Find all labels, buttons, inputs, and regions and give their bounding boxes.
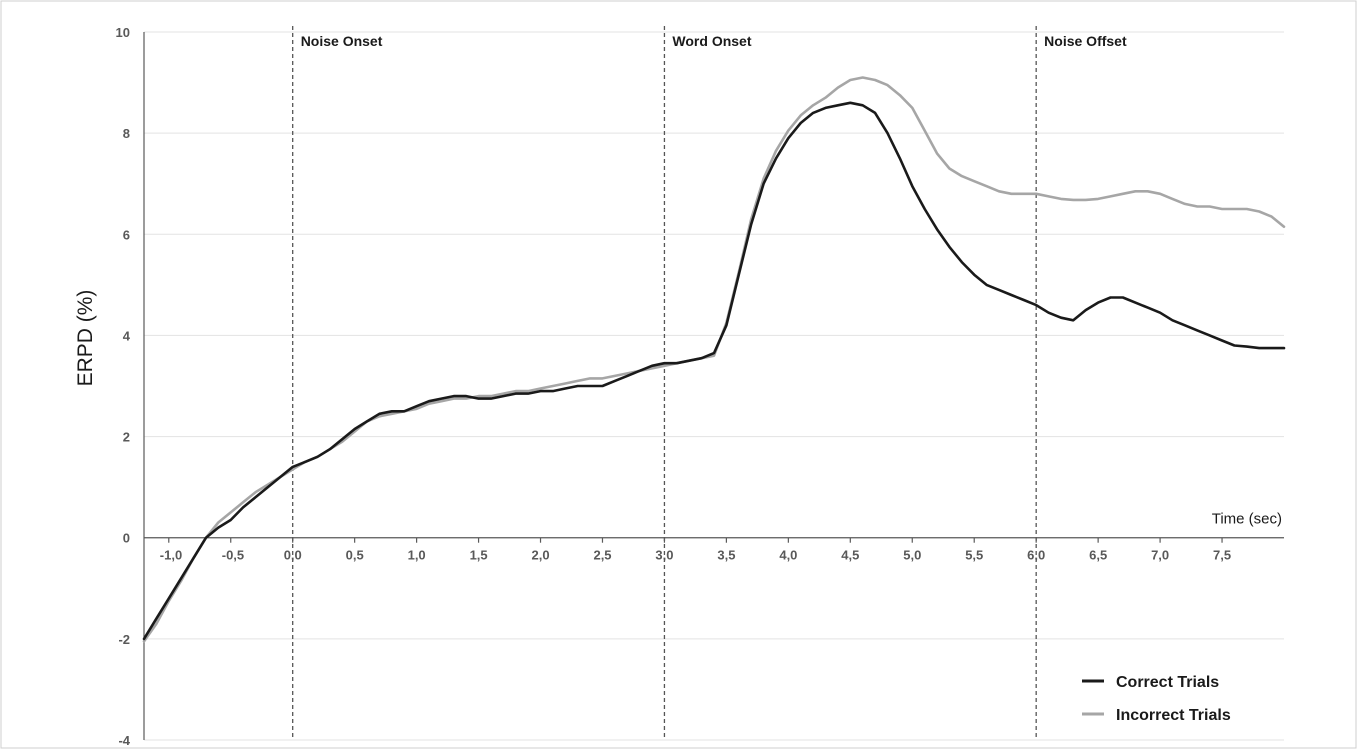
x-tick-label: 3,5	[717, 548, 735, 563]
x-tick-label: 7,5	[1213, 548, 1231, 563]
y-tick-labels: 10 8 6 4 2 0 -2 -4	[116, 25, 131, 748]
series-line-0	[142, 101, 1286, 641]
x-tick-label: 5,0	[903, 548, 921, 563]
x-tick-label: 4,5	[841, 548, 859, 563]
x-tick-label: 4,0	[779, 548, 797, 563]
x-tick-label: 6,5	[1089, 548, 1107, 563]
legend-label-0: Correct Trials	[1116, 674, 1219, 691]
y-tick-label: -4	[118, 733, 130, 748]
y-tick-label: 6	[123, 227, 130, 242]
y-tick-label: 2	[123, 430, 130, 445]
x-tick-label: 1,0	[408, 548, 426, 563]
x-tick-label: 7,0	[1151, 548, 1169, 563]
event-label: Word Onset	[672, 33, 751, 49]
axes	[143, 32, 1284, 740]
x-tick-label: -0,5	[222, 548, 244, 563]
x-tick-labels: -1,0 -0,5 0,0 0,5 1,0 1,5 2,0 2,5 3,0 3,5 4,0 4,5 5,…	[160, 548, 1231, 563]
data-series	[142, 76, 1286, 643]
x-tick-label: 2,5	[593, 548, 611, 563]
event-label: Noise Offset	[1044, 33, 1127, 49]
gridlines	[144, 31, 1284, 741]
y-tick-label: -2	[118, 632, 130, 647]
legend-label-1: Incorrect Trials	[1116, 707, 1231, 724]
x-axis-label: Time (sec)	[1212, 511, 1282, 528]
x-tick-label: 0,5	[346, 548, 364, 563]
y-tick-label: 8	[123, 126, 130, 141]
y-tick-label: 10	[116, 25, 130, 40]
legend: Correct Trials Incorrect Trials	[1082, 674, 1231, 724]
x-tick-label: 0,0	[284, 548, 302, 563]
x-tick-label: 3,0	[655, 548, 673, 563]
x-tick-label: 6,0	[1027, 548, 1045, 563]
y-tick-label: 4	[123, 328, 131, 343]
event-label: Noise Onset	[301, 33, 383, 49]
event-lines: Noise Onset Word Onset Noise Offset	[292, 26, 1127, 740]
series-line-1	[142, 76, 1286, 643]
x-tick-label: 5,5	[965, 548, 983, 563]
x-tick-label: 1,5	[470, 548, 488, 563]
x-tick-label: -1,0	[160, 548, 182, 563]
x-tick-label: 2,0	[532, 548, 550, 563]
y-tick-label: 0	[123, 531, 130, 546]
y-axis-label: ERPD (%)	[74, 290, 97, 387]
